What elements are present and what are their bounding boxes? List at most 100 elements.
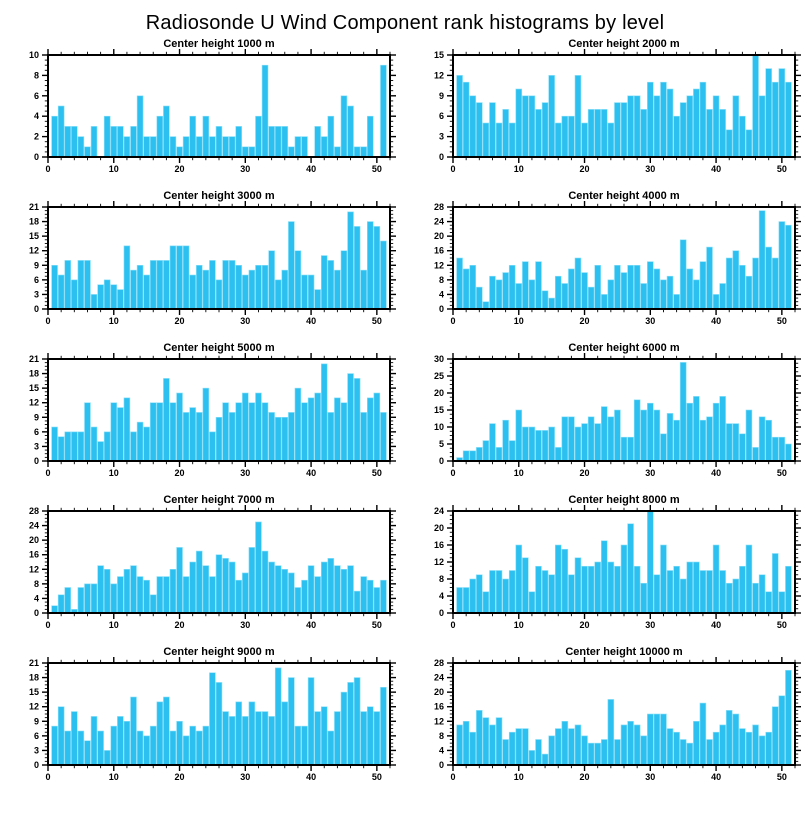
y-tick-label: 2 <box>34 132 39 142</box>
bar <box>143 426 150 462</box>
bar <box>601 406 608 462</box>
bar <box>123 245 131 310</box>
x-tick-label: 40 <box>306 164 316 174</box>
bar <box>123 136 131 158</box>
bar <box>301 579 308 614</box>
bar <box>647 261 654 310</box>
bar <box>347 565 354 614</box>
x-tick-label: 40 <box>711 468 721 478</box>
bar <box>581 423 588 462</box>
bar <box>574 557 582 614</box>
bar <box>456 75 463 158</box>
bar <box>522 261 529 310</box>
bar <box>601 739 608 766</box>
bar <box>528 95 536 158</box>
bar <box>581 122 588 158</box>
bar <box>620 544 628 614</box>
bar <box>373 711 381 766</box>
bar <box>462 81 470 158</box>
bar <box>340 691 348 766</box>
y-tick-label: 0 <box>34 304 39 314</box>
x-tick-label: 20 <box>580 164 590 174</box>
x-tick-label: 40 <box>306 316 316 326</box>
bar <box>84 740 91 766</box>
bar <box>522 95 529 158</box>
bar <box>360 711 367 766</box>
bar <box>261 264 269 310</box>
bar <box>647 402 654 462</box>
bar <box>489 102 496 158</box>
bar <box>594 561 601 614</box>
bar <box>489 423 496 462</box>
y-tick-label: 12 <box>29 702 39 712</box>
bar <box>380 240 387 310</box>
bar <box>90 716 98 766</box>
bar <box>469 264 476 310</box>
plot-frame <box>47 662 391 766</box>
bar <box>614 264 621 310</box>
bar <box>209 136 216 158</box>
bar <box>725 129 733 158</box>
bar <box>745 731 753 766</box>
y-tick-label: 9 <box>34 260 39 270</box>
bar <box>360 146 367 158</box>
bar <box>123 568 131 614</box>
y-tick-label: 0 <box>34 608 39 618</box>
bar <box>561 720 569 766</box>
bar <box>242 572 249 614</box>
bar <box>334 146 341 158</box>
bar <box>686 402 694 462</box>
bar <box>693 279 700 310</box>
bar <box>314 711 321 766</box>
bar <box>215 682 223 766</box>
bar <box>340 250 348 310</box>
bar <box>196 550 203 614</box>
bar <box>568 268 575 310</box>
bar <box>725 423 733 462</box>
bar <box>515 88 523 158</box>
bar <box>535 739 542 766</box>
bar <box>103 279 111 310</box>
bar <box>334 397 341 462</box>
bar <box>568 574 575 614</box>
bar <box>130 126 137 158</box>
bar <box>222 260 229 310</box>
bar <box>772 257 779 310</box>
bar <box>367 579 374 614</box>
bar <box>367 397 374 462</box>
bar <box>601 540 608 614</box>
y-tick-label: 0 <box>439 760 444 770</box>
bar <box>627 264 634 310</box>
bar <box>353 378 361 462</box>
bar <box>97 441 104 462</box>
bar <box>482 122 490 158</box>
bar <box>508 440 516 462</box>
y-tick-label: 4 <box>439 289 444 299</box>
y-tick-label: 16 <box>434 246 444 256</box>
bar <box>281 416 289 462</box>
bar <box>765 419 772 462</box>
x-tick-label: 50 <box>777 772 787 782</box>
bar <box>541 102 549 158</box>
bar <box>508 122 516 158</box>
bar <box>274 565 282 614</box>
bar <box>117 289 124 310</box>
chart-title: Center height 2000 m <box>568 38 679 50</box>
bar <box>288 677 295 766</box>
y-tick-label: 10 <box>434 422 444 432</box>
bar <box>686 95 694 158</box>
bar <box>71 126 78 158</box>
x-tick-label: 30 <box>645 772 655 782</box>
bar <box>633 95 641 158</box>
y-tick-label: 6 <box>34 427 39 437</box>
y-tick-label: 16 <box>434 702 444 712</box>
bar <box>294 387 302 462</box>
bar <box>627 436 634 462</box>
bar <box>314 289 321 310</box>
bar <box>581 272 588 310</box>
bar <box>84 146 91 158</box>
subplot-3000m: Center height 3000 m 0 10 20 30 40 50 0 3 6 9 12 15 1… <box>0 189 405 341</box>
bar <box>169 730 177 766</box>
bar <box>222 136 229 158</box>
bar <box>176 146 183 158</box>
